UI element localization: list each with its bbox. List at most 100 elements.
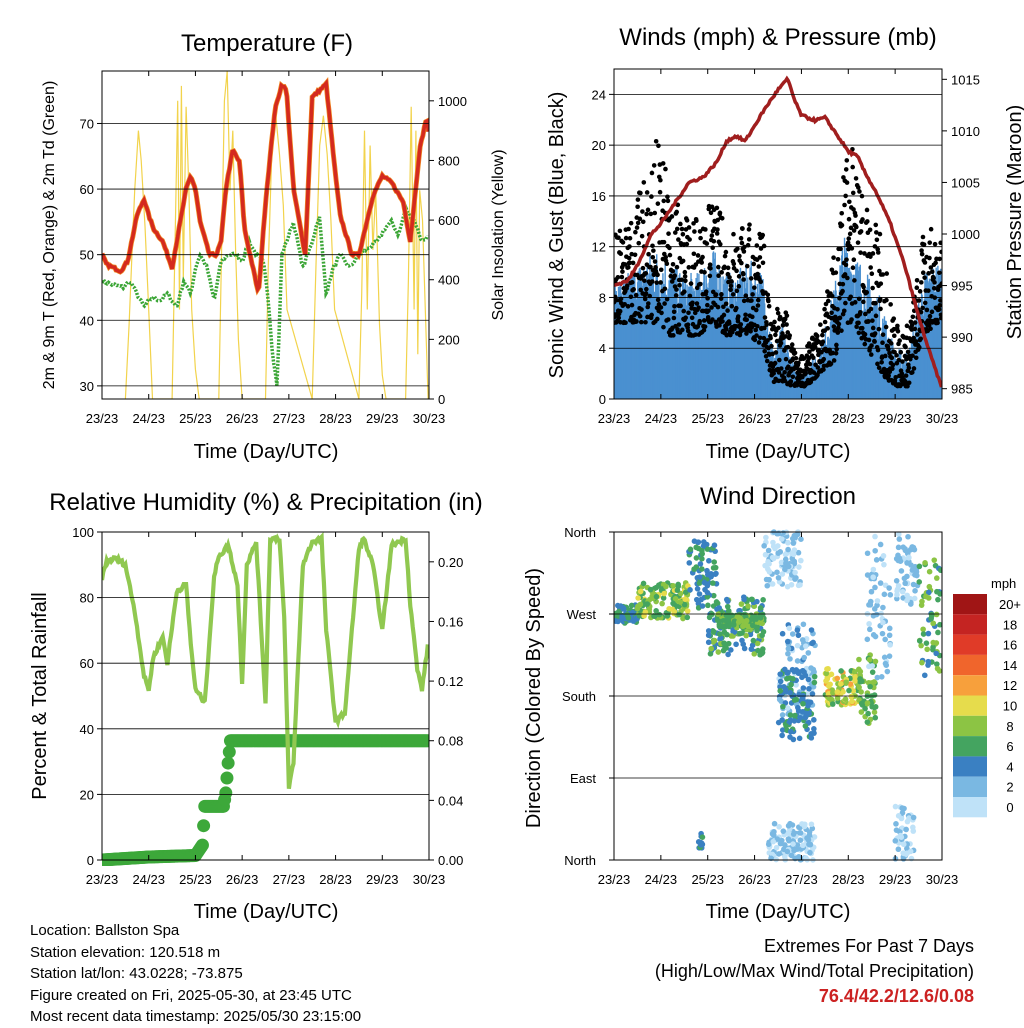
gust-point: [643, 291, 649, 296]
gust-point: [659, 310, 664, 316]
direction-point: [776, 824, 782, 830]
direction-point: [796, 735, 803, 742]
direction-point: [701, 579, 708, 586]
gust-point: [915, 332, 920, 337]
gust-point: [761, 335, 767, 341]
temperature-ylabel: 2m & 9m T (Red, Orange) & 2m Td (Green): [41, 81, 58, 390]
gust-point: [660, 161, 666, 166]
direction-point: [913, 569, 920, 575]
direction-point: [843, 679, 849, 686]
gust-point: [640, 219, 646, 225]
y-tick-label-right: 1005: [951, 175, 980, 190]
y-tick-label: 0: [87, 853, 94, 868]
direction-point: [895, 582, 902, 589]
gust-point: [638, 319, 644, 325]
gust-point: [812, 345, 818, 350]
gust-point: [644, 211, 649, 217]
x-tick-label: 25/23: [691, 872, 724, 887]
gust-point: [937, 256, 942, 262]
direction-point: [644, 601, 651, 607]
direction-point: [906, 558, 912, 565]
gust-point: [922, 260, 928, 265]
y-tick-label-right: 600: [438, 213, 460, 228]
direction-point: [682, 596, 688, 603]
gust-point: [649, 279, 655, 284]
gust-point: [891, 316, 897, 321]
direction-point: [778, 536, 785, 542]
gust-point: [736, 284, 742, 289]
direction-point: [731, 629, 738, 635]
direction-point: [700, 543, 707, 549]
gust-point: [803, 370, 809, 376]
gust-point: [652, 210, 658, 216]
gust-point: [888, 302, 893, 307]
direction-point: [930, 620, 937, 627]
gust-point: [834, 342, 839, 348]
direction-point: [794, 658, 801, 664]
gust-point: [643, 319, 648, 325]
gust-point: [905, 383, 910, 389]
gust-point: [869, 343, 874, 348]
direction-point: [781, 684, 787, 690]
gust-point: [786, 364, 791, 369]
gust-point: [636, 240, 642, 246]
gust-point: [716, 273, 721, 279]
direction-point: [684, 608, 691, 614]
gust-point: [780, 331, 785, 336]
gust-point: [628, 220, 634, 226]
direction-point: [616, 608, 622, 615]
gust-point: [926, 271, 931, 276]
direction-point: [651, 613, 657, 619]
direction-point: [800, 700, 806, 707]
gust-point: [674, 264, 680, 270]
gust-point: [671, 333, 676, 338]
gust-point: [651, 163, 657, 168]
direction-point: [797, 830, 804, 836]
wind-direction-ylabel: Direction (Colored By Speed): [523, 568, 545, 828]
direction-point: [829, 701, 836, 707]
x-tick-label: 28/23: [319, 411, 352, 426]
gust-point: [908, 356, 913, 362]
gust-point: [822, 306, 827, 312]
direction-point: [783, 723, 789, 729]
direction-point: [670, 600, 676, 607]
gust-point: [883, 324, 889, 330]
temperature-series: [102, 71, 429, 399]
direction-point: [743, 632, 749, 639]
y-tick-label: 40: [80, 722, 94, 737]
direction-point: [790, 736, 797, 743]
direction-point: [847, 681, 854, 687]
gust-point: [865, 219, 870, 224]
gust-point: [663, 254, 669, 260]
gust-point: [709, 305, 714, 310]
gust-point: [686, 265, 692, 270]
gust-point: [896, 357, 902, 363]
gust-point: [873, 313, 879, 319]
gust-point: [755, 297, 761, 303]
gust-point: [777, 357, 782, 363]
direction-point: [869, 663, 876, 669]
gust-point: [642, 278, 647, 283]
gust-point: [859, 325, 865, 331]
winds-title: Winds (mph) & Pressure (mb): [619, 24, 936, 51]
direction-point: [728, 647, 734, 653]
direction-point: [864, 550, 871, 557]
direction-point: [792, 576, 798, 582]
gust-point: [741, 271, 746, 277]
direction-point: [726, 623, 732, 630]
gust-point: [773, 332, 778, 338]
gust-point: [620, 240, 626, 245]
gust-point: [852, 300, 858, 305]
direction-point: [899, 810, 906, 816]
gust-point: [679, 226, 685, 232]
gust-point: [833, 270, 839, 275]
gust-point: [918, 280, 924, 285]
direction-point: [624, 611, 631, 618]
direction-point: [897, 832, 904, 839]
direction-point: [784, 705, 791, 711]
gust-point: [665, 317, 671, 322]
gust-point: [920, 234, 926, 240]
gust-point: [682, 274, 688, 279]
gust-point: [727, 275, 732, 280]
gust-point: [648, 264, 653, 270]
